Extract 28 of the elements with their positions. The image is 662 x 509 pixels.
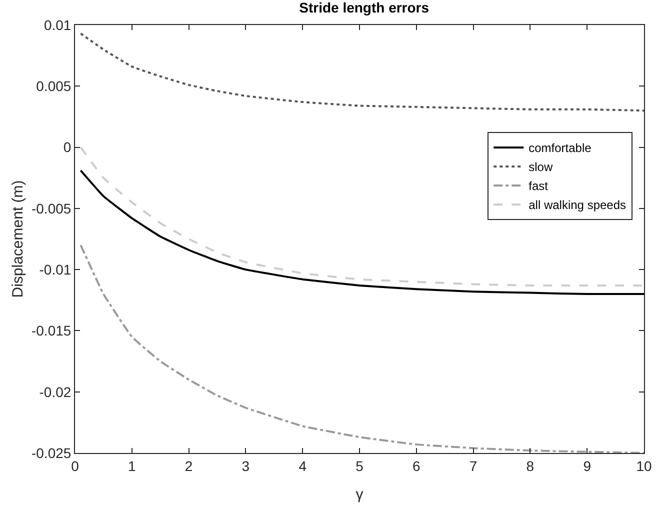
x-tick-label: 3 [242,458,250,474]
y-tick-label: 0.01 [44,16,72,33]
y-tick-label: -0.01 [39,261,72,278]
x-tick-label: 8 [526,458,534,474]
x-tick-label: 6 [412,458,420,474]
y-tick-label: -0.005 [31,200,72,216]
x-tick-label: 2 [184,458,193,474]
line-series [80,170,644,296]
line-series [80,244,644,453]
y-tick-label: -0.02 [39,384,72,400]
x-tick-label: 9 [583,458,592,474]
x-axis-title: γ [356,486,364,503]
legend-label: all walking speeds [528,198,626,212]
legend-label: slow [528,160,553,174]
x-tick-label: 4 [298,458,307,474]
legend-label: fast [528,179,549,194]
x-tick-label: 10 [636,458,652,474]
legend-label: comfortable [528,141,592,156]
y-axis-title: Displacement (m) [10,180,27,298]
y-tick-label: -0.025 [31,444,72,461]
x-tick-label: 5 [356,458,364,474]
x-tick-label: 7 [469,458,478,474]
x-tick-label: 1 [128,458,136,474]
y-tick-label: -0.015 [31,322,72,339]
y-tick-label: 0.005 [36,78,72,94]
line-series [80,32,644,112]
y-tick-label: 0 [63,139,72,156]
chart-title: Stride length errors [299,0,430,16]
